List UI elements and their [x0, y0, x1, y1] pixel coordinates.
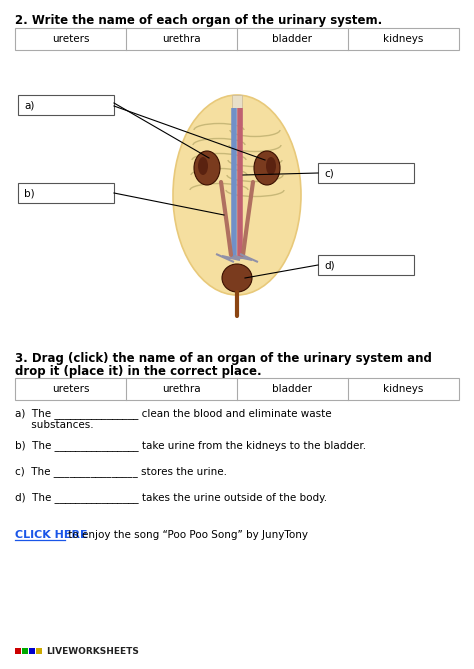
Text: bladder: bladder [273, 384, 312, 394]
Bar [18, 183, 114, 203]
Text: d): d) [324, 260, 335, 270]
Text: LIVEWORKSHEETS: LIVEWORKSHEETS [46, 646, 139, 656]
Text: urethra: urethra [162, 34, 201, 44]
Ellipse shape [173, 95, 301, 295]
Text: 3. Drag (click) the name of an organ of the urinary system and: 3. Drag (click) the name of an organ of … [15, 352, 432, 365]
Text: c)  The ________________ stores the urine.: c) The ________________ stores the urine… [15, 466, 227, 477]
Ellipse shape [266, 157, 276, 175]
Bar [15, 378, 459, 400]
Text: d)  The ________________ takes the urine outside of the body.: d) The ________________ takes the urine … [15, 492, 327, 503]
Bar [318, 255, 414, 275]
Text: bladder: bladder [273, 34, 312, 44]
Ellipse shape [254, 151, 280, 185]
Text: 2. Write the name of each organ of the urinary system.: 2. Write the name of each organ of the u… [15, 14, 382, 27]
Text: to enjoy the song “Poo Poo Song” by JunyTony: to enjoy the song “Poo Poo Song” by Juny… [65, 530, 309, 540]
Text: a): a) [24, 100, 35, 110]
Text: kidneys: kidneys [383, 384, 424, 394]
Text: drop it (place it) in the correct place.: drop it (place it) in the correct place. [15, 365, 262, 378]
Bar [232, 95, 242, 125]
Text: ureters: ureters [52, 34, 89, 44]
Ellipse shape [194, 151, 220, 185]
Text: substances.: substances. [15, 420, 94, 430]
Text: ureters: ureters [52, 384, 89, 394]
Text: c): c) [324, 168, 334, 178]
Bar [15, 648, 21, 654]
Text: a)  The ________________ clean the blood and eliminate waste: a) The ________________ clean the blood … [15, 408, 332, 419]
Bar [22, 648, 28, 654]
Ellipse shape [198, 157, 208, 175]
Bar [318, 163, 414, 183]
Text: CLICK HERE: CLICK HERE [15, 530, 88, 540]
Text: b)  The ________________ take urine from the kidneys to the bladder.: b) The ________________ take urine from … [15, 440, 366, 451]
Ellipse shape [222, 264, 252, 292]
Text: kidneys: kidneys [383, 34, 424, 44]
Text: b): b) [24, 188, 35, 198]
Bar [18, 95, 114, 115]
Bar [29, 648, 35, 654]
Text: urethra: urethra [162, 384, 201, 394]
Bar [36, 648, 42, 654]
Bar [15, 28, 459, 50]
